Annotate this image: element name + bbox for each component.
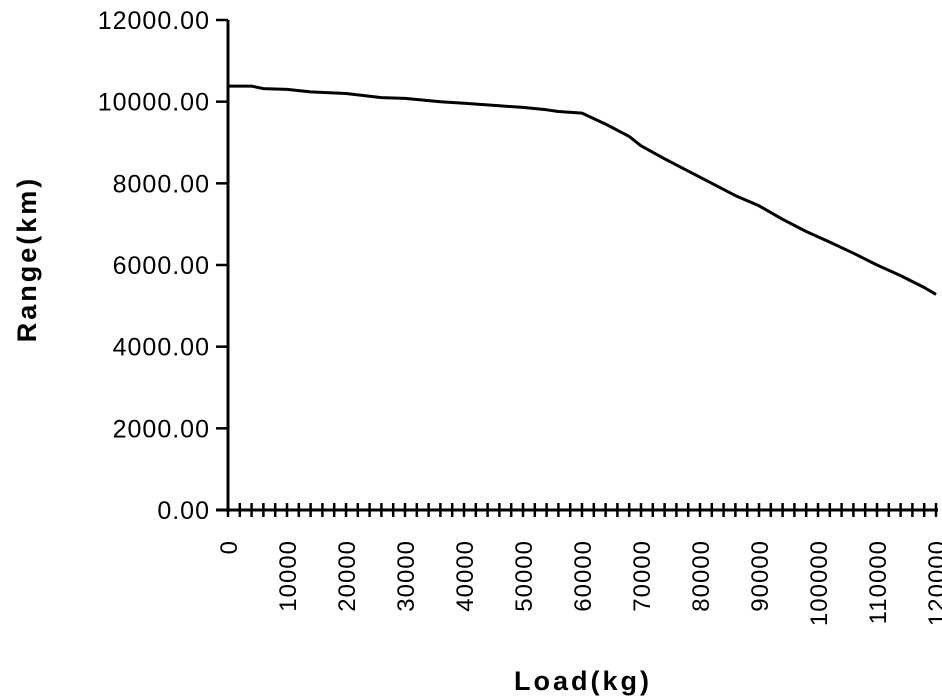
x-axis-title: Load(kg) — [514, 666, 652, 696]
x-tick-label: 70000 — [629, 540, 656, 612]
series-group — [228, 84, 937, 296]
x-tick-label: 0 — [216, 540, 243, 554]
x-tick-label: 20000 — [334, 540, 361, 612]
x-tick-label: 10000 — [275, 540, 302, 612]
y-tick-label: 6000.00 — [113, 252, 210, 280]
x-tick-label: 40000 — [452, 540, 479, 612]
y-tick-label: 2000.00 — [113, 415, 210, 443]
y-axis-title: Range(km) — [12, 176, 42, 343]
y-tick-label: 12000.00 — [98, 7, 210, 35]
y-tick-label: 8000.00 — [113, 170, 210, 198]
x-tick-label: 50000 — [511, 540, 538, 612]
x-tick-label: 30000 — [393, 540, 420, 612]
x-tick-label: 90000 — [747, 540, 774, 612]
x-tick-label: 100000 — [806, 540, 833, 626]
x-tick-label: 60000 — [570, 540, 597, 612]
y-axis-ticks: 0.00 2000.00 4000.00 6000.00 8000.00 10000.00… — [98, 7, 228, 525]
y-tick-label: 0.00 — [157, 497, 210, 525]
x-tick-label: 120000 — [924, 540, 942, 626]
y-tick-label: 4000.00 — [113, 334, 210, 362]
y-tick-label: 10000.00 — [98, 89, 210, 117]
x-tick-label: 80000 — [688, 540, 715, 612]
x-axis-ticks: 0 10000 20000 30000 40000 50000 60000 70000 8000… — [216, 503, 942, 626]
series-line — [228, 84, 937, 296]
x-tick-label: 110000 — [865, 540, 892, 624]
